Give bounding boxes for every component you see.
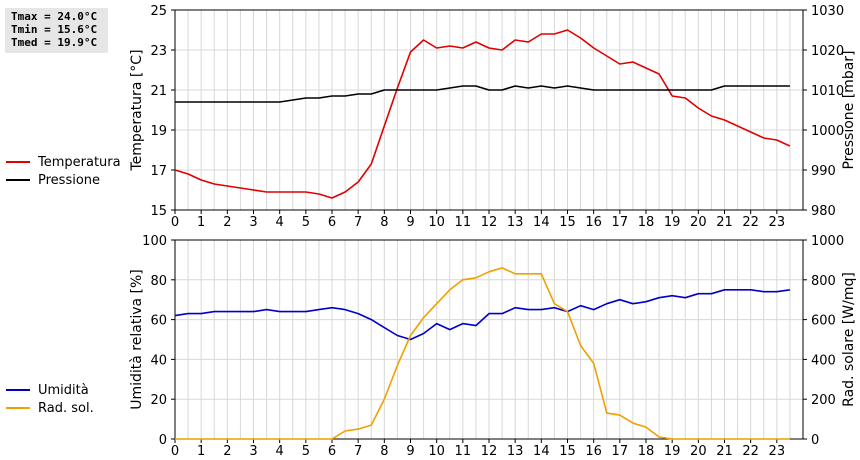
legend-item-umidita: Umidità [6,381,94,399]
chart1-xtick-label: 23 [769,215,786,230]
stats-box: Tmax = 24.0°C Tmin = 15.6°C Tmed = 19.9°… [5,8,108,53]
chart2-xtick-label: 8 [380,444,388,459]
legend-swatch-umidita [6,389,30,391]
chart2-xtick-label: 9 [406,444,414,459]
chart2-y2tick-label: 200 [811,393,836,408]
chart2-xtick-label: 4 [276,444,284,459]
legend-item-pressione: Pressione [6,171,121,189]
tmed-text: Tmed = 19.9°C [11,36,98,49]
chart1-xtick-label: 16 [585,215,602,230]
legend-label-pressione: Pressione [38,172,101,188]
chart1-xtick-label: 14 [533,215,550,230]
chart1-y2tick-label: 1000 [811,124,844,139]
chart2-y2tick-label: 1000 [811,234,844,249]
chart1-xtick-label: 8 [380,215,388,230]
chart2-xtick-label: 20 [690,444,707,459]
legend-swatch-radsol [6,407,30,409]
chart2-y2label: Rad. solare [W/mq] [841,272,857,407]
chart1-xtick-label: 6 [328,215,336,230]
chart2-xtick-label: 22 [742,444,759,459]
chart1-xtick-label: 5 [302,215,310,230]
legend-item-temperatura: Temperatura [6,153,121,171]
chart2-xtick-label: 14 [533,444,550,459]
chart2-xtick-label: 3 [249,444,257,459]
legend-label-temperatura: Temperatura [38,154,121,170]
chart1-ytick-label: 19 [150,124,167,139]
chart2-xtick-label: 1 [197,444,205,459]
chart2-xtick-label: 13 [507,444,524,459]
chart1-xtick-label: 22 [742,215,759,230]
chart2-xtick-label: 21 [716,444,733,459]
chart2-xtick-label: 18 [638,444,655,459]
chart2-xtick-label: 12 [481,444,498,459]
chart2-ytick-label: 80 [150,274,167,289]
legend-item-radsol: Rad. sol. [6,399,94,417]
chart2-xtick-label: 10 [428,444,445,459]
chart2-xtick-label: 7 [354,444,362,459]
chart1-ytick-label: 23 [150,44,167,59]
chart1-y2tick-label: 980 [811,204,836,219]
legend-label-umidita: Umidità [38,382,89,398]
chart2-xtick-label: 15 [559,444,576,459]
chart1-xtick-label: 10 [428,215,445,230]
chart1-xtick-label: 19 [664,215,681,230]
chart2-xtick-label: 17 [612,444,629,459]
chart2-y2tick-label: 600 [811,314,836,329]
chart1-y2tick-label: 1030 [811,4,844,19]
chart1-xtick-label: 21 [716,215,733,230]
chart2-ytick-label: 60 [150,314,167,329]
chart1-ytick-label: 17 [150,164,167,179]
chart2-series-rad-sol [175,267,790,440]
chart1-y2tick-label: 990 [811,164,836,179]
chart1-xtick-label: 4 [276,215,284,230]
chart2-xtick-label: 11 [455,444,472,459]
chart1-ytick-label: 25 [150,4,167,19]
chart1-series-temperatura [174,29,791,199]
chart2-xtick-label: 16 [585,444,602,459]
chart2-xtick-label: 5 [302,444,310,459]
chart2-xtick-label: 6 [328,444,336,459]
chart2-xtick-label: 23 [769,444,786,459]
chart1-ylabel: Temperatura [°C] [129,49,145,171]
legend-top: Temperatura Pressione [6,153,121,189]
chart2-xtick-label: 0 [171,444,179,459]
chart1-y2tick-label: 1010 [811,84,844,99]
chart1-xtick-label: 18 [638,215,655,230]
chart2-ytick-label: 20 [150,393,167,408]
chart2-xtick-label: 2 [223,444,231,459]
chart1-y2label: Pressione [mbar] [841,50,857,169]
tmin-text: Tmin = 15.6°C [11,23,98,36]
chart1-xtick-label: 13 [507,215,524,230]
chart2-xtick-label: 19 [664,444,681,459]
chart1-xtick-label: 12 [481,215,498,230]
legend-swatch-temperatura [6,161,30,163]
chart1-xtick-label: 17 [612,215,629,230]
chart2-ytick-label: 0 [159,433,167,448]
chart2-ytick-label: 40 [150,353,167,368]
chart2-y2tick-label: 400 [811,353,836,368]
tmax-text: Tmax = 24.0°C [11,10,98,23]
chart2-ylabel: Umidità relativa [%] [129,269,145,410]
chart1-xtick-label: 20 [690,215,707,230]
chart1-series-pressione [175,85,790,103]
chart1-xtick-label: 2 [223,215,231,230]
chart1-xtick-label: 0 [171,215,179,230]
legend-swatch-pressione [6,179,30,181]
chart1-xtick-label: 11 [455,215,472,230]
chart2-series-umidit [174,288,791,341]
chart2-y2tick-label: 800 [811,274,836,289]
chart1-y2tick-label: 1020 [811,44,844,59]
chart1-xtick-label: 3 [249,215,257,230]
legend-bottom: Umidità Rad. sol. [6,381,94,417]
chart1-xtick-label: 7 [354,215,362,230]
chart2-y2tick-label: 0 [811,433,819,448]
chart1-ytick-label: 21 [150,84,167,99]
chart1-xtick-label: 15 [559,215,576,230]
chart1-xtick-label: 9 [406,215,414,230]
chart1-xtick-label: 1 [197,215,205,230]
chart2-ytick-label: 100 [142,234,167,249]
chart1-ytick-label: 15 [150,204,167,219]
legend-label-radsol: Rad. sol. [38,400,94,416]
